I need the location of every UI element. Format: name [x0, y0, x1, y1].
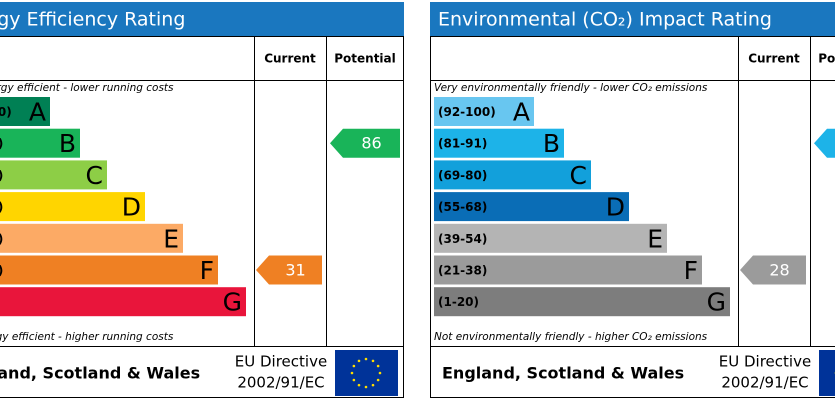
footer-directive: 2002/91/EC: [237, 374, 324, 392]
title-bar: [0, 2, 404, 36]
top-note: Very energy efficient - lower running co…: [0, 82, 174, 94]
eu-flag: [335, 350, 398, 396]
footer-directive: EU Directive: [719, 353, 811, 371]
footer-region: England, Scotland & Wales: [0, 364, 200, 383]
column-header: Potential: [818, 52, 835, 66]
band-range: (1-20): [438, 295, 479, 309]
eu-flag: [819, 350, 835, 396]
panel-title: Energy Efficiency Rating: [0, 9, 185, 31]
bottom-note: Not energy efficient - higher running co…: [0, 331, 174, 343]
panel-title: Environmental (CO₂) Impact Rating: [438, 9, 772, 31]
footer-directive: 2002/91/EC: [721, 374, 808, 392]
column-header: Potential: [334, 52, 396, 66]
band-range: (92-100): [438, 105, 496, 119]
top-note: Very environmentally friendly - lower CO…: [434, 82, 708, 94]
rating-band: [434, 223, 667, 253]
band-letter: F: [684, 256, 698, 285]
rating-band: [434, 192, 629, 222]
current-arrow: [256, 255, 322, 285]
rating-band: [0, 287, 246, 317]
band-letter: D: [606, 193, 625, 222]
eu-star: [352, 364, 356, 368]
eu-star: [364, 357, 368, 361]
band-range: (21-38): [438, 264, 487, 278]
band-range: (55-68): [438, 200, 487, 214]
rating-band: [0, 160, 107, 190]
rating-band: [434, 160, 591, 190]
band-letter: C: [570, 161, 587, 190]
rating-band: [434, 97, 534, 126]
band-letter: A: [513, 98, 530, 127]
rating-band: [434, 287, 730, 317]
rating-band: [0, 255, 218, 285]
rating-band: [0, 223, 183, 253]
eu-star: [378, 371, 382, 375]
band-letter: C: [86, 161, 103, 190]
eu-star: [357, 383, 361, 387]
potential-arrow: [330, 128, 400, 158]
band-range: (69-80): [0, 168, 3, 182]
band-range: (81-91): [438, 137, 487, 151]
band-letter: D: [122, 193, 141, 222]
band-letter: G: [223, 288, 242, 317]
eu-star: [376, 378, 380, 382]
band-letter: B: [59, 129, 76, 158]
band-letter: G: [707, 288, 726, 317]
band-range: (21-38): [0, 264, 3, 278]
eu-star: [357, 359, 361, 363]
band-letter: A: [29, 98, 46, 127]
column-header: Current: [748, 52, 800, 66]
potential-arrow: [814, 128, 835, 158]
eu-star: [352, 378, 356, 382]
eu-star: [371, 383, 375, 387]
potential-arrow-value: 86: [361, 134, 381, 153]
eu-star: [371, 359, 375, 363]
footer-directive: EU Directive: [235, 353, 327, 371]
eu-star: [376, 364, 380, 368]
column-header: Current: [264, 52, 316, 66]
band-letter: F: [200, 256, 214, 285]
band-range: (55-68): [0, 200, 3, 214]
band-letter: E: [163, 224, 179, 253]
rating-band: [434, 255, 702, 285]
rating-band: [0, 192, 145, 222]
rating-band: [0, 97, 50, 126]
current-arrow-value: 28: [769, 261, 789, 280]
rating-band: [434, 128, 564, 158]
band-letter: E: [647, 224, 663, 253]
current-arrow-value: 31: [285, 261, 305, 280]
band-range: (39-54): [0, 232, 3, 246]
band-range: (92-100): [0, 105, 12, 119]
band-range: (81-91): [0, 137, 3, 151]
band-letter: B: [543, 129, 560, 158]
band-range: (39-54): [438, 232, 487, 246]
band-range: (69-80): [438, 168, 487, 182]
eu-star: [364, 385, 368, 389]
footer-region: England, Scotland & Wales: [442, 364, 684, 383]
bottom-note: Not environmentally friendly - higher CO…: [434, 331, 708, 343]
title-bar: [430, 2, 835, 36]
rating-band: [0, 128, 80, 158]
eu-star: [350, 371, 354, 375]
current-arrow: [740, 255, 806, 285]
